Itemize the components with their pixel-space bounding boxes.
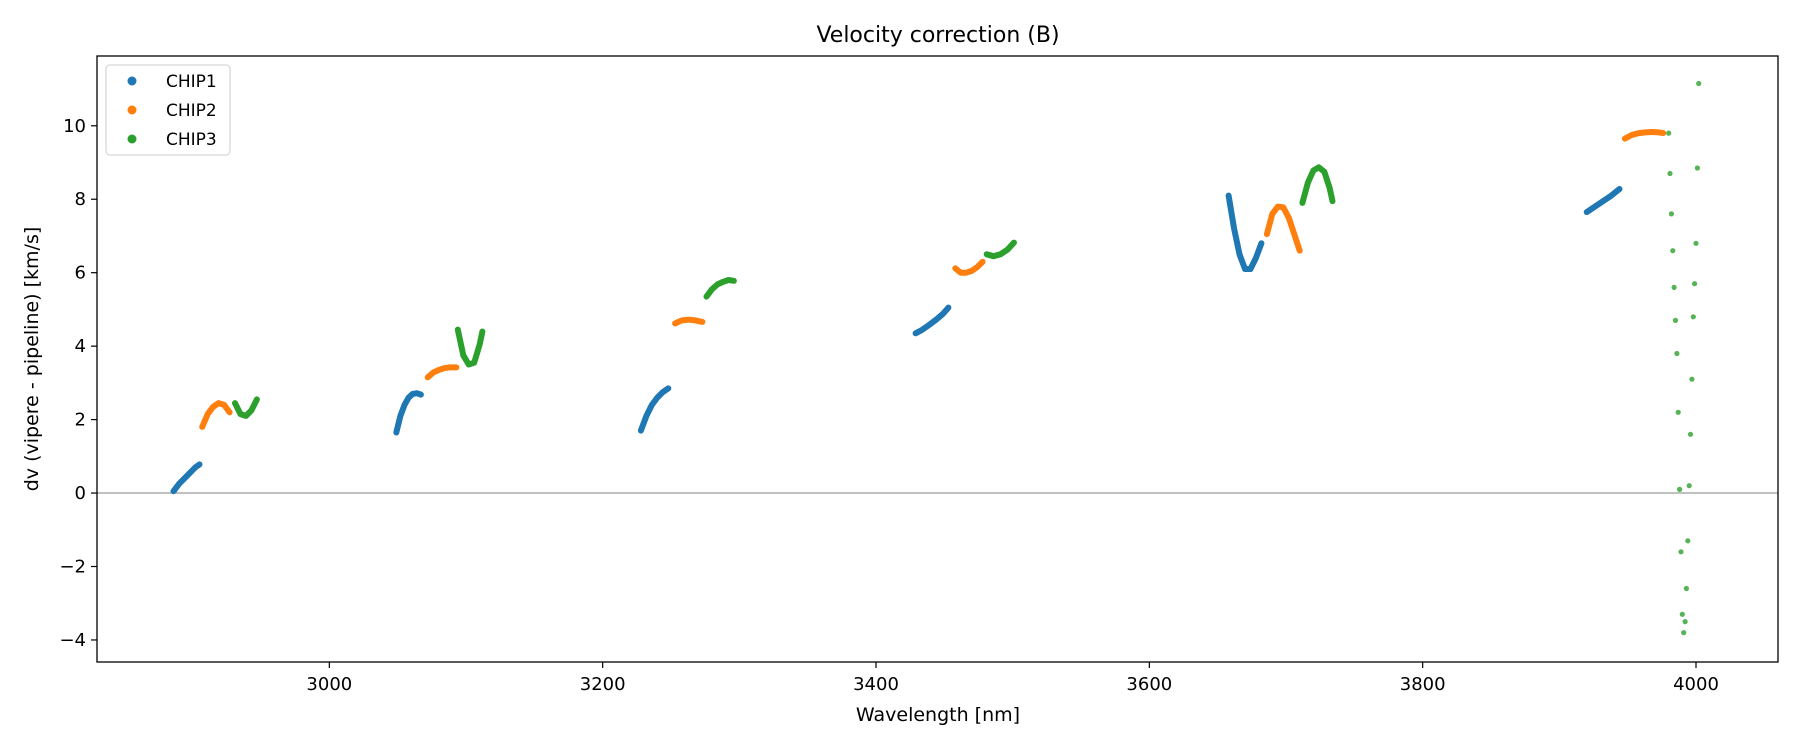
data-segment: [170, 461, 203, 495]
data-point: [1675, 409, 1681, 415]
y-tick-label: 2: [75, 410, 86, 431]
x-tick-label: 3600: [1126, 674, 1172, 695]
data-point: [1678, 549, 1684, 555]
y-tick-label: 6: [75, 263, 86, 284]
data-point: [1667, 170, 1673, 177]
data-segment: [393, 390, 424, 436]
axis-ticks: 3000 3200 3400 3600 3800 4000 −4 −2 0 2 4 6 8 10: [59, 116, 1718, 695]
data-segment: [232, 396, 260, 419]
series-chip2: [199, 129, 1667, 430]
data-point: [1679, 611, 1685, 617]
data-point: [1674, 350, 1680, 357]
data-point: [1682, 619, 1688, 625]
plot-frame: [96, 55, 1779, 663]
data-segment: [454, 326, 486, 368]
legend-label-chip3: CHIP3: [166, 130, 217, 150]
y-tick-label: −4: [59, 630, 86, 651]
data-point: [1670, 248, 1676, 254]
y-tick-label: 0: [75, 483, 86, 504]
data-segment: [703, 277, 737, 300]
chart-title: Velocity correction (B): [816, 23, 1059, 48]
data-point: [1668, 211, 1674, 217]
legend-label-chip2: CHIP2: [166, 101, 217, 121]
y-tick-label: 10: [63, 116, 86, 137]
legend-marker-chip1: [127, 76, 137, 86]
legend-label-chip1: CHIP1: [166, 72, 217, 92]
data-point: [1692, 281, 1698, 287]
y-tick-label: 8: [75, 189, 86, 210]
x-tick-label: 3400: [853, 674, 899, 695]
data-point: [1686, 483, 1692, 489]
data-segment: [672, 316, 706, 327]
x-tick-label: 4000: [1673, 674, 1719, 695]
x-axis-label: Wavelength [nm]: [856, 704, 1020, 726]
data-point: [1694, 165, 1700, 171]
legend: CHIP1 CHIP2 CHIP3: [105, 64, 231, 156]
series-chip3: [232, 80, 1702, 636]
plot-area: [97, 80, 1778, 636]
x-tick-label: 3800: [1400, 674, 1446, 695]
legend-box: [105, 64, 231, 156]
legend-marker-chip2: [127, 105, 137, 115]
data-point: [1681, 630, 1687, 636]
data-point: [1696, 80, 1702, 87]
data-segment: [424, 364, 460, 381]
data-point: [1666, 130, 1672, 136]
data-point: [1677, 486, 1683, 492]
data-segment: [1299, 164, 1336, 206]
data-point: [1683, 585, 1689, 592]
data-point: [1687, 431, 1694, 437]
y-axis-label: dv (vipere - pipeline) [km/s]: [21, 227, 43, 492]
data-point: [1685, 538, 1691, 544]
legend-marker-chip3: [127, 134, 137, 144]
data-segment: [1583, 186, 1623, 216]
data-segment: [1621, 129, 1667, 142]
data-segment: [912, 304, 952, 337]
x-tick-label: 3200: [580, 674, 626, 695]
data-point: [1690, 314, 1696, 320]
data-segment: [983, 239, 1017, 260]
data-point: [1672, 317, 1679, 323]
data-segment: [952, 258, 986, 276]
x-tick-label: 3000: [306, 674, 352, 695]
data-segment: [1263, 203, 1303, 254]
series-chip1: [170, 186, 1623, 495]
y-tick-label: −2: [59, 557, 86, 578]
data-point: [1693, 240, 1699, 246]
data-point: [1671, 284, 1677, 290]
data-segment: [199, 400, 233, 430]
data-segment: [1225, 192, 1265, 272]
y-tick-label: 4: [75, 336, 86, 357]
data-segment: [637, 385, 672, 434]
data-point: [1689, 376, 1695, 382]
